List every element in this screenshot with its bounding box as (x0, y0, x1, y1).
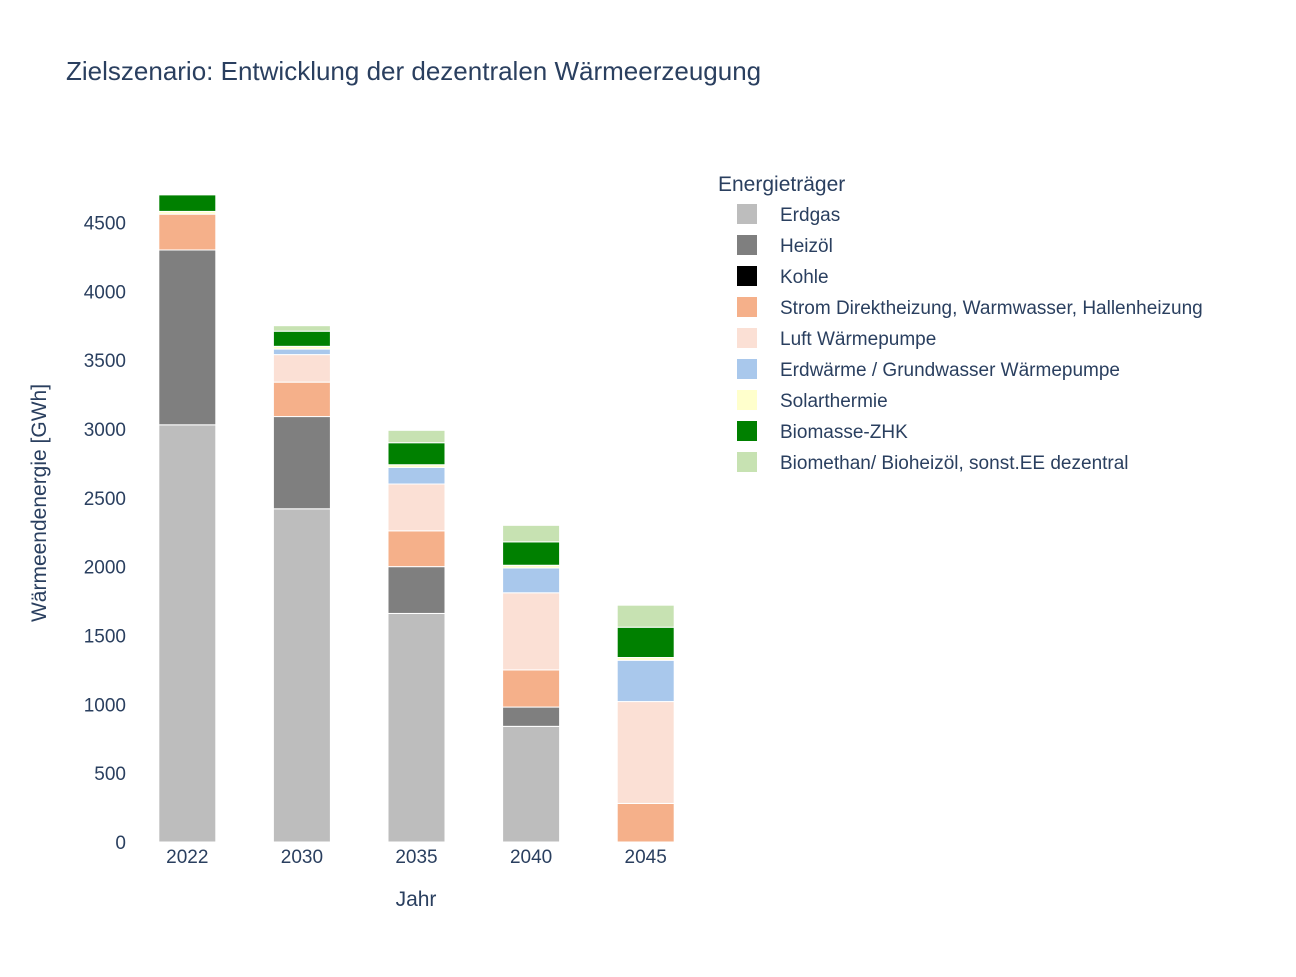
legend-item[interactable]: Erdgas (737, 204, 840, 226)
legend-items[interactable]: Erdgas Heizöl Kohle Strom Direktheizung, Wa… (737, 204, 1203, 474)
bar-segment[interactable]: Erdwärme / Grundwasser Wärmepumpe 2040: … (502, 567, 561, 594)
legend-swatch (737, 297, 757, 317)
bar-segment[interactable]: Strom Direktheizung, Warmwasser, Hallenh… (616, 802, 675, 843)
legend-item[interactable]: Heizöl (737, 235, 833, 257)
legend-label: Biomasse-ZHK (780, 422, 908, 443)
bar-segment[interactable]: Biomasse-ZHK 2030: 110 (272, 330, 331, 347)
legend-label: Kohle (780, 267, 829, 288)
bar-segment[interactable]: Biomasse-ZHK 2022: 120 (158, 194, 217, 212)
bar-segment[interactable]: Erdwärme / Grundwasser Wärmepumpe 2035: … (387, 466, 446, 485)
y-tick-label: 2500 (84, 489, 126, 510)
x-tick-label: 2040 (510, 847, 552, 868)
bar-segment[interactable]: Biomasse-ZHK 2040: 170 (502, 541, 561, 566)
bar-stack-2022: Erdgas 2022: 3030Heizöl 2022: 1270Strom … (158, 194, 217, 843)
x-axis: 2022 2030 2035 2040 2045 (166, 847, 667, 868)
bar-segment[interactable]: Luft Wärmepumpe 2040: 560 (502, 592, 561, 671)
bar-segment[interactable]: Erdgas 2035: 1660 (387, 612, 446, 843)
bar-segment[interactable]: Heizöl 2022: 1270 (158, 249, 217, 426)
x-tick-label: 2022 (166, 847, 208, 868)
bar-segment[interactable]: Erdwärme / Grundwasser Wärmepumpe 2045: … (616, 659, 675, 703)
legend-swatch (737, 390, 757, 410)
x-axis-title: Jahr (396, 888, 437, 911)
legend-label: Biomethan/ Bioheizöl, sonst.EE dezentral (780, 453, 1129, 474)
legend-item[interactable]: Luft Wärmepumpe (737, 328, 936, 350)
bar-segment[interactable]: Strom Direktheizung, Warmwasser, Hallenh… (502, 669, 561, 708)
legend-item[interactable]: Solarthermie (737, 390, 888, 412)
bar-segment[interactable]: Biomasse-ZHK 2035: 160 (387, 442, 446, 466)
legend-swatch (737, 328, 757, 348)
bar-segment[interactable]: Erdgas 2022: 3030 (158, 424, 217, 843)
x-tick-label: 2030 (281, 847, 323, 868)
legend-item[interactable]: Biomethan/ Bioheizöl, sonst.EE dezentral (737, 452, 1129, 474)
bar-segment[interactable]: Luft Wärmepumpe 2030: 200 (272, 354, 331, 383)
bar-stack-2045: Strom Direktheizung, Warmwasser, Hallenh… (616, 604, 675, 843)
y-tick-label: 1000 (84, 695, 126, 716)
legend-item[interactable]: Erdwärme / Grundwasser Wärmepumpe (737, 359, 1120, 381)
legend-label: Erdwärme / Grundwasser Wärmepumpe (780, 360, 1120, 381)
bar-segment[interactable]: Luft Wärmepumpe 2035: 340 (387, 483, 446, 532)
y-tick-label: 3500 (84, 351, 126, 372)
bar-segment[interactable]: Erdgas 2040: 840 (502, 725, 561, 843)
y-tick-label: 0 (115, 833, 126, 854)
legend-item[interactable]: Biomasse-ZHK (737, 421, 908, 443)
legend-swatch (737, 235, 757, 255)
bars: Erdgas 2022: 3030Heizöl 2022: 1270Strom … (158, 194, 675, 843)
bar-stack-2035: Erdgas 2035: 1660Heizöl 2035: 340Strom D… (387, 429, 446, 843)
legend-swatch (737, 359, 757, 379)
legend-swatch (737, 266, 757, 286)
x-tick-label: 2035 (395, 847, 437, 868)
legend-item[interactable]: Strom Direktheizung, Warmwasser, Hallenh… (737, 297, 1203, 319)
bar-segment[interactable]: Luft Wärmepumpe 2045: 740 (616, 701, 675, 804)
y-tick-label: 2000 (84, 558, 126, 579)
bar-segment[interactable]: Biomethan/ Bioheizöl, sonst.EE dezentral… (616, 604, 675, 628)
bar-segment[interactable]: Heizöl 2035: 340 (387, 566, 446, 614)
bar-segment[interactable]: Biomethan/ Bioheizöl, sonst.EE dezentral… (387, 429, 446, 444)
legend-swatch (737, 204, 757, 224)
bar-segment[interactable]: Strom Direktheizung, Warmwasser, Hallenh… (158, 213, 217, 251)
legend-label: Erdgas (780, 205, 840, 226)
bar-segment[interactable]: Strom Direktheizung, Warmwasser, Hallenh… (387, 530, 446, 568)
bar-stack-2030: Erdgas 2030: 2420Heizöl 2030: 670Strom D… (272, 325, 331, 843)
bar-segment[interactable]: Erdgas 2030: 2420 (272, 508, 331, 843)
legend-swatch (737, 452, 757, 472)
chart-title: Zielszenario: Entwicklung der dezentrale… (66, 56, 761, 86)
bar-segment[interactable]: Biomasse-ZHK 2045: 220 (616, 626, 675, 659)
legend-label: Heizöl (780, 236, 833, 257)
y-tick-label: 4500 (84, 213, 126, 234)
y-tick-label: 3000 (84, 420, 126, 441)
legend[interactable]: Energieträger Erdgas Heizöl Kohle Strom Dir… (718, 173, 1203, 474)
legend-swatch (737, 421, 757, 441)
y-tick-label: 4000 (84, 282, 126, 303)
legend-label: Strom Direktheizung, Warmwasser, Hallenh… (780, 298, 1203, 319)
y-axis: 0 500 1000 1500 2000 2500 3000 3500 4000 4500 (84, 213, 126, 854)
bar-segment[interactable]: Biomethan/ Bioheizöl, sonst.EE dezentral… (502, 524, 561, 543)
bar-segment[interactable]: Heizöl 2030: 670 (272, 416, 331, 510)
y-tick-label: 1500 (84, 626, 126, 647)
y-tick-label: 500 (94, 764, 126, 785)
legend-label: Solarthermie (780, 391, 888, 412)
bar-segment[interactable]: Erdwärme / Grundwasser Wärmepumpe 2030: … (272, 348, 331, 356)
legend-item[interactable]: Kohle (737, 266, 829, 288)
bar-stack-2040: Erdgas 2040: 840Heizöl 2040: 140Strom Di… (502, 524, 561, 843)
y-axis-title: Wärmeendenergie [GWh] (28, 384, 51, 622)
legend-title: Energieträger (718, 173, 845, 196)
bar-segment[interactable]: Biomethan/ Bioheizöl, sonst.EE dezentral… (272, 325, 331, 332)
bar-segment[interactable]: Strom Direktheizung, Warmwasser, Hallenh… (272, 381, 331, 418)
x-tick-label: 2045 (625, 847, 667, 868)
bar-segment[interactable]: Heizöl 2040: 140 (502, 706, 561, 727)
legend-label: Luft Wärmepumpe (780, 329, 936, 350)
